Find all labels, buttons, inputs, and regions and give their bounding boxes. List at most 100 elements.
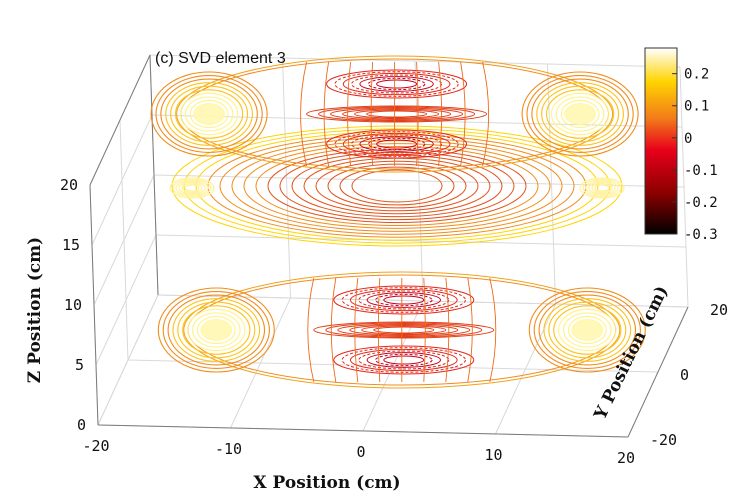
contour-line: [582, 178, 622, 198]
contour-line: [445, 277, 450, 383]
contour-line: [243, 143, 551, 229]
contour-line: [351, 169, 443, 203]
contour-line: [560, 99, 600, 129]
grid-line-y: [119, 119, 129, 361]
contour-line: [183, 271, 621, 389]
contour-line: [196, 315, 236, 345]
axes-frame: [89, 54, 689, 438]
contour-line: [538, 294, 637, 366]
contour-line: [358, 350, 450, 370]
contour-line: [558, 308, 617, 352]
contour-line: [337, 323, 471, 337]
contour-line: [489, 277, 497, 383]
panel-title: (c) SVD element 3: [155, 50, 286, 67]
contour-line: [416, 61, 419, 167]
contour-line: [594, 184, 610, 192]
contour-line: [178, 181, 206, 195]
contour-line: [370, 61, 374, 167]
contour-line: [383, 355, 425, 365]
contour-line: [171, 125, 623, 247]
contour-line: [361, 325, 447, 335]
contour-line: [323, 61, 330, 167]
x-tick-label: 0: [356, 443, 365, 461]
contour-line: [307, 277, 315, 383]
contour-line: [359, 136, 434, 152]
contour-line: [160, 78, 258, 150]
contour-line: [330, 107, 464, 121]
contour-line: [562, 312, 612, 348]
contour-line: [349, 348, 458, 372]
z-tick-label: 20: [60, 176, 78, 194]
back-edge: [89, 54, 151, 186]
colorbar-tick-label: 0.1: [684, 99, 709, 115]
contour-line: [349, 324, 459, 336]
contour-line: [555, 96, 605, 132]
contour-line: [591, 182, 613, 194]
contour-line: [176, 55, 614, 173]
contour-line: [536, 82, 624, 146]
colorbar-tick-label: 0.2: [684, 67, 709, 83]
contour-line: [326, 129, 468, 159]
contour-line: [267, 148, 527, 224]
contour-line: [548, 301, 627, 359]
contour-line: [373, 326, 435, 334]
top-slice: [150, 55, 639, 173]
contour-line: [330, 277, 337, 383]
contour-line: [306, 105, 488, 123]
contour-line: [174, 89, 244, 139]
contour-line: [333, 345, 475, 375]
contour-line: [179, 92, 239, 136]
colorbar-tick-label: -0.1: [684, 163, 718, 179]
contour-line: [187, 308, 246, 352]
back-edge: [149, 54, 159, 296]
x-axis-line: [97, 424, 629, 438]
grid-line-x: [282, 57, 291, 299]
contour-line: [342, 132, 451, 156]
contour-line: [334, 131, 459, 157]
contour-line: [191, 312, 241, 348]
contour-line: [255, 146, 539, 226]
z-axis-line: [89, 184, 99, 426]
z-tick-label: 10: [64, 296, 82, 314]
contour-line: [169, 177, 215, 199]
x-axis-label: X Position (cm): [253, 473, 400, 493]
y-tick-label: -20: [650, 431, 677, 449]
contour-line: [349, 288, 458, 312]
z-tick-label: 5: [75, 356, 84, 374]
contour-line: [167, 294, 266, 366]
contour-line: [339, 166, 455, 206]
contour-line: [521, 71, 639, 157]
contour-line: [341, 347, 466, 373]
warm-lobe-core: [571, 319, 604, 341]
contour-line: [376, 139, 418, 149]
y-tick-labels: -20 0 20: [650, 301, 728, 449]
contour-line: [182, 305, 251, 355]
colorbar-ticks: 0.2 0.1 0 -0.1 -0.2 -0.3: [672, 67, 718, 243]
grid-line-x: [679, 66, 689, 308]
y-tick-label: 20: [710, 301, 728, 319]
contour-line: [482, 61, 490, 167]
contour-line: [354, 109, 440, 119]
contour-line: [175, 180, 209, 196]
bottom-slice: [157, 271, 646, 389]
colorbar: [644, 47, 678, 235]
contour-slices: [150, 55, 646, 389]
y-tick-label: 0: [680, 366, 689, 384]
contour-line: [207, 134, 587, 238]
contour-line: [467, 277, 473, 383]
contour-line: [383, 295, 425, 305]
contour-line: [333, 285, 475, 315]
x-tick-label: 20: [617, 449, 635, 467]
contour-line: [170, 85, 249, 143]
contour-line: [342, 72, 451, 96]
grid-line-x: [414, 60, 424, 302]
contour-line: [219, 137, 575, 235]
contour-line: [347, 61, 352, 167]
contour-line: [366, 292, 441, 308]
z-tick-labels: 0 5 10 15 20: [60, 176, 86, 434]
contour-line: [374, 353, 433, 367]
contour-line: [376, 79, 418, 89]
contour-line: [531, 78, 629, 150]
contour-line: [533, 291, 641, 369]
